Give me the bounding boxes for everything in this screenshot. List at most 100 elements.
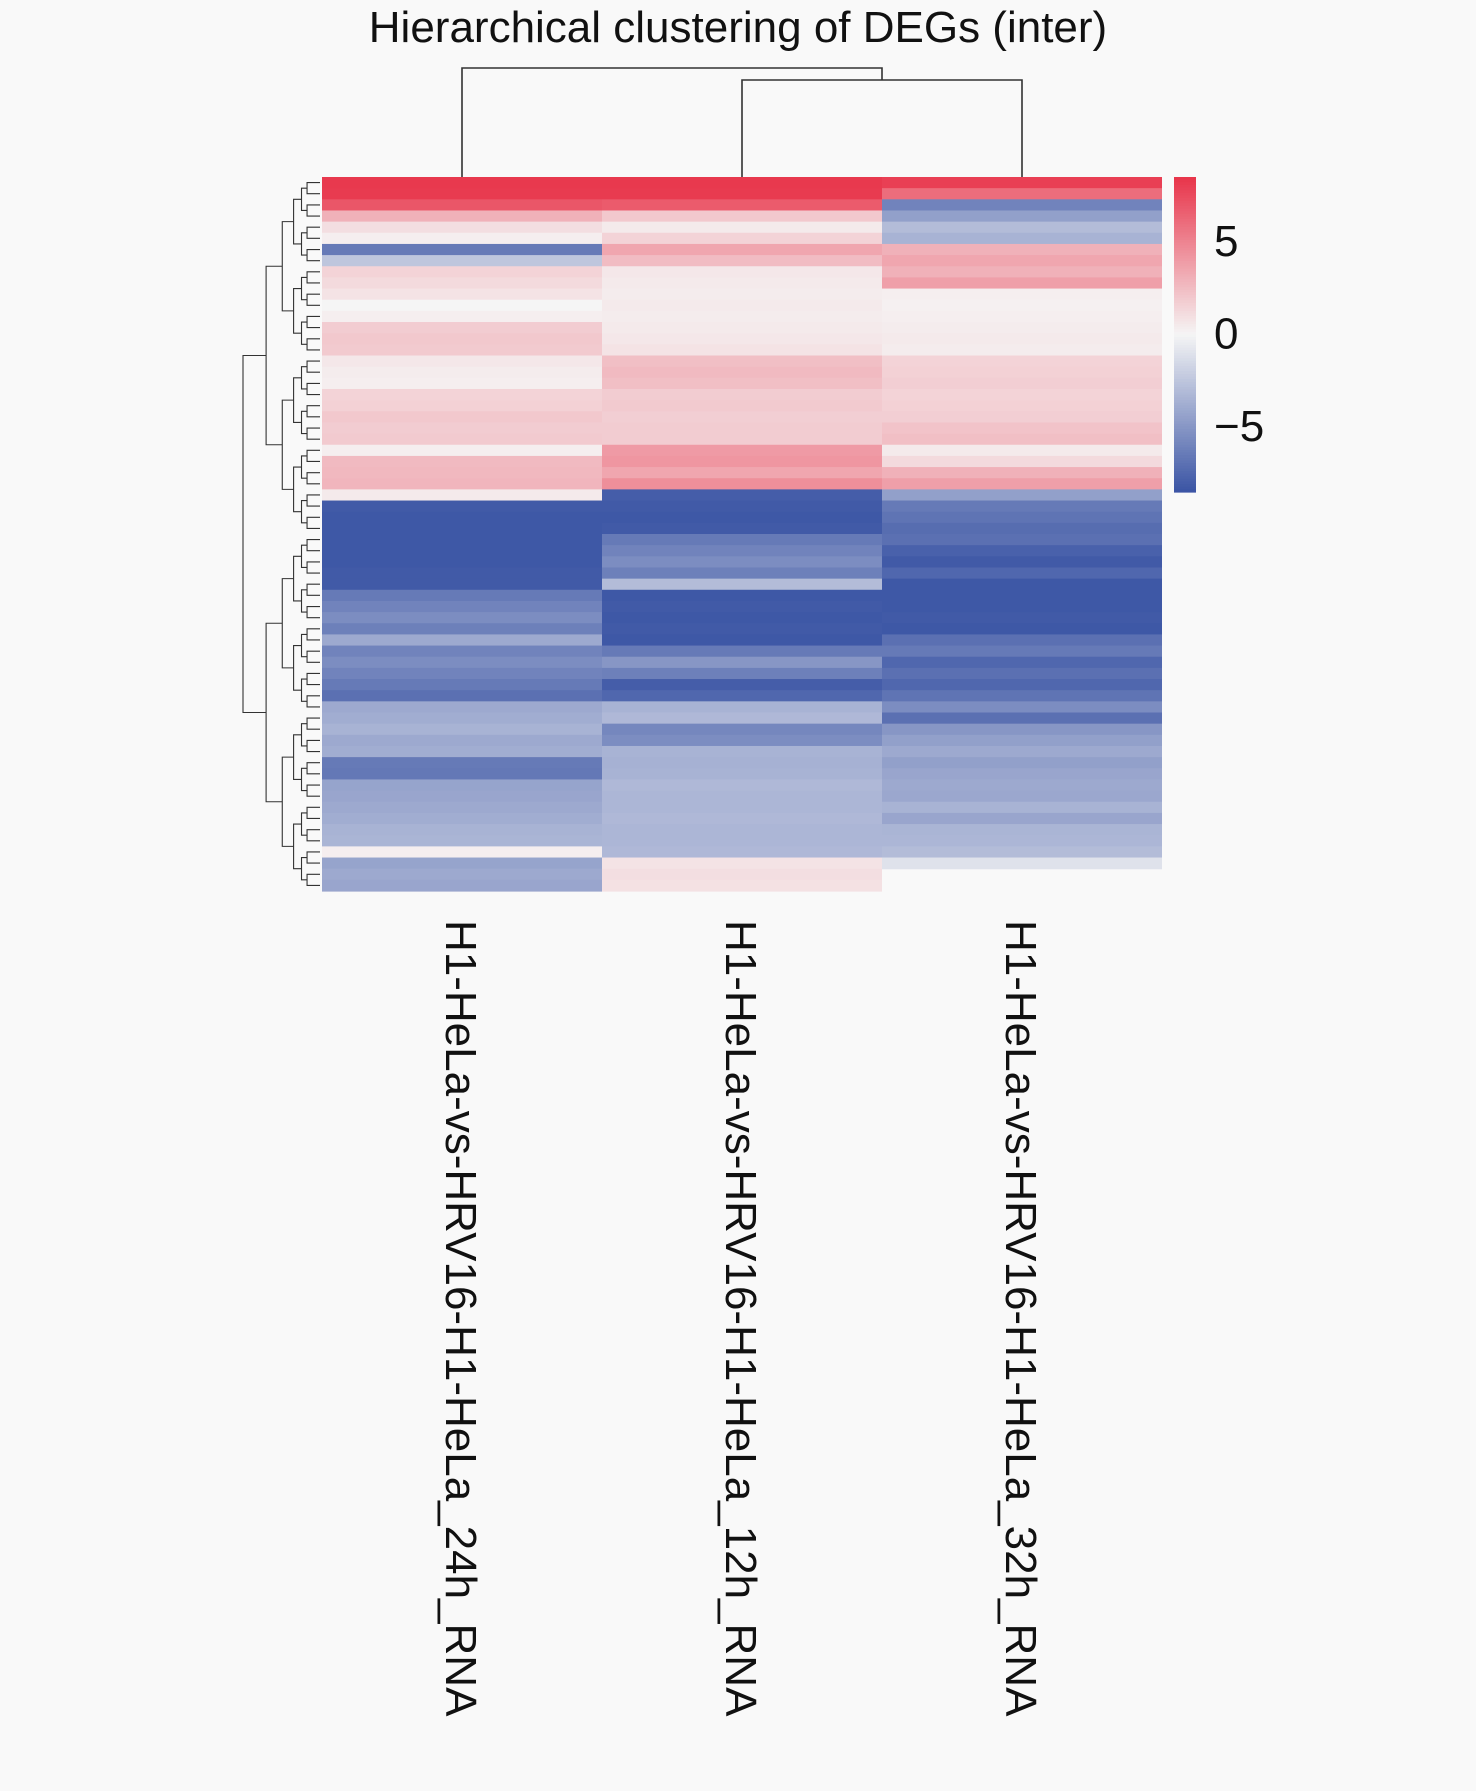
heatmap-cell <box>322 779 602 792</box>
colorbar-segment <box>1174 313 1196 317</box>
colorbar-segment <box>1174 292 1196 296</box>
heatmap-cell <box>602 779 882 792</box>
heatmap-cell <box>882 433 1162 446</box>
colorbar-segment <box>1174 439 1196 443</box>
heatmap-cell <box>322 868 602 881</box>
colorbar-segment <box>1174 384 1196 388</box>
heatmap-cell <box>882 299 1162 312</box>
row-dendrogram-link <box>306 762 320 775</box>
heatmap-cell <box>882 366 1162 379</box>
heatmap-cell <box>602 478 882 490</box>
colorbar-segment <box>1174 276 1196 280</box>
colorbar-segment <box>1174 226 1196 231</box>
heatmap-cell <box>322 333 602 345</box>
row-dendrogram-link <box>293 823 302 870</box>
heatmap-cell <box>882 177 1162 189</box>
heatmap-cell <box>882 422 1162 435</box>
heatmap-cell <box>322 177 602 189</box>
heatmap-cell <box>602 534 882 546</box>
heatmap-cell <box>602 734 882 747</box>
heatmap-cell <box>322 255 602 267</box>
colorbar-segment <box>1174 486 1196 490</box>
heatmap-cell <box>602 600 882 613</box>
heatmap-cell <box>602 757 882 769</box>
colorbar-segment <box>1174 208 1196 212</box>
colorbar-segment <box>1174 187 1196 191</box>
colorbar-segment <box>1174 423 1196 427</box>
heatmap-cell <box>882 534 1162 546</box>
row-dendrogram-link <box>306 539 320 552</box>
row-dendrogram-link <box>306 315 320 329</box>
heatmap-cell <box>322 310 602 323</box>
colorbar-segment <box>1174 387 1196 391</box>
colorbar-segment <box>1174 371 1196 375</box>
colorbar-segment <box>1174 237 1196 241</box>
row-dendrogram-link <box>306 717 320 730</box>
colorbar-segment <box>1174 489 1196 493</box>
row-dendrogram-link <box>293 555 302 602</box>
heatmap-cell <box>882 478 1162 490</box>
colorbar-segment <box>1174 190 1196 194</box>
heatmap-cell <box>882 656 1162 669</box>
heatmap-cell <box>882 322 1162 334</box>
heatmap-cell <box>602 188 882 200</box>
colorbar-segment <box>1174 310 1196 315</box>
row-dendrogram-link <box>306 360 320 373</box>
colorbar-segment <box>1174 219 1196 223</box>
colorbar-segment <box>1174 455 1196 459</box>
row-dendrogram-link <box>306 851 320 864</box>
heatmap-cell <box>602 310 882 323</box>
heatmap-cell <box>322 366 602 379</box>
heatmap-cell <box>322 467 602 479</box>
colorbar-segment <box>1174 198 1196 202</box>
heatmap-cell <box>882 522 1162 535</box>
heatmap-cell <box>322 612 602 624</box>
row-dendrogram-link <box>306 583 320 596</box>
row-dendrogram-link <box>265 622 283 803</box>
heatmap-cell <box>602 455 882 468</box>
heatmap-cell <box>602 812 882 825</box>
colorbar-segment <box>1174 379 1196 383</box>
colorbar: 5 0 −5 <box>1174 177 1264 493</box>
row-dendrogram-link <box>306 293 320 306</box>
row-dendrogram-link <box>306 182 320 195</box>
heatmap-cell <box>602 277 882 290</box>
colorbar-segment <box>1174 179 1196 183</box>
heatmap-cell <box>322 667 602 680</box>
row-dendrogram-link <box>293 288 302 334</box>
heatmap-cell <box>602 835 882 847</box>
colorbar-segment <box>1174 240 1196 244</box>
colorbar-segment <box>1174 247 1196 252</box>
heatmap-cell <box>882 467 1162 479</box>
colorbar-segment <box>1174 258 1196 262</box>
row-dendrogram-link <box>306 739 320 753</box>
heatmap-cell <box>322 879 602 892</box>
heatmap-cell <box>602 667 882 680</box>
colorbar-segment <box>1174 431 1196 435</box>
row-dendrogram-link <box>306 248 320 262</box>
colorbar-segment <box>1174 268 1196 273</box>
heatmap-cell <box>602 679 882 691</box>
colorbar-segment <box>1174 463 1196 467</box>
colorbar-tick-label: −5 <box>1214 402 1264 451</box>
heatmap-cell <box>882 355 1162 368</box>
colorbar-segment <box>1174 282 1196 286</box>
heatmap-cell <box>322 623 602 636</box>
heatmap-cell <box>602 801 882 814</box>
colorbar-segment <box>1174 177 1196 181</box>
heatmap-cell <box>602 701 882 714</box>
colorbar-segment <box>1174 436 1196 441</box>
heatmap-cell <box>602 199 882 212</box>
colorbar-segment <box>1174 195 1196 199</box>
colorbar-tick-label: 5 <box>1214 217 1238 266</box>
colorbar-segment <box>1174 200 1196 204</box>
heatmap-cell <box>322 411 602 424</box>
column-label: H1-HeLa-vs-HRV16-H1-HeLa_12h_RNA <box>716 920 765 1717</box>
row-dendrogram-link <box>293 645 302 691</box>
row-dendrogram-link <box>293 466 302 513</box>
colorbar-segment <box>1174 339 1196 343</box>
heatmap-cell <box>602 634 882 647</box>
colorbar-segment <box>1174 232 1196 236</box>
heatmap-cell <box>602 723 882 736</box>
heatmap-cell <box>602 288 882 301</box>
